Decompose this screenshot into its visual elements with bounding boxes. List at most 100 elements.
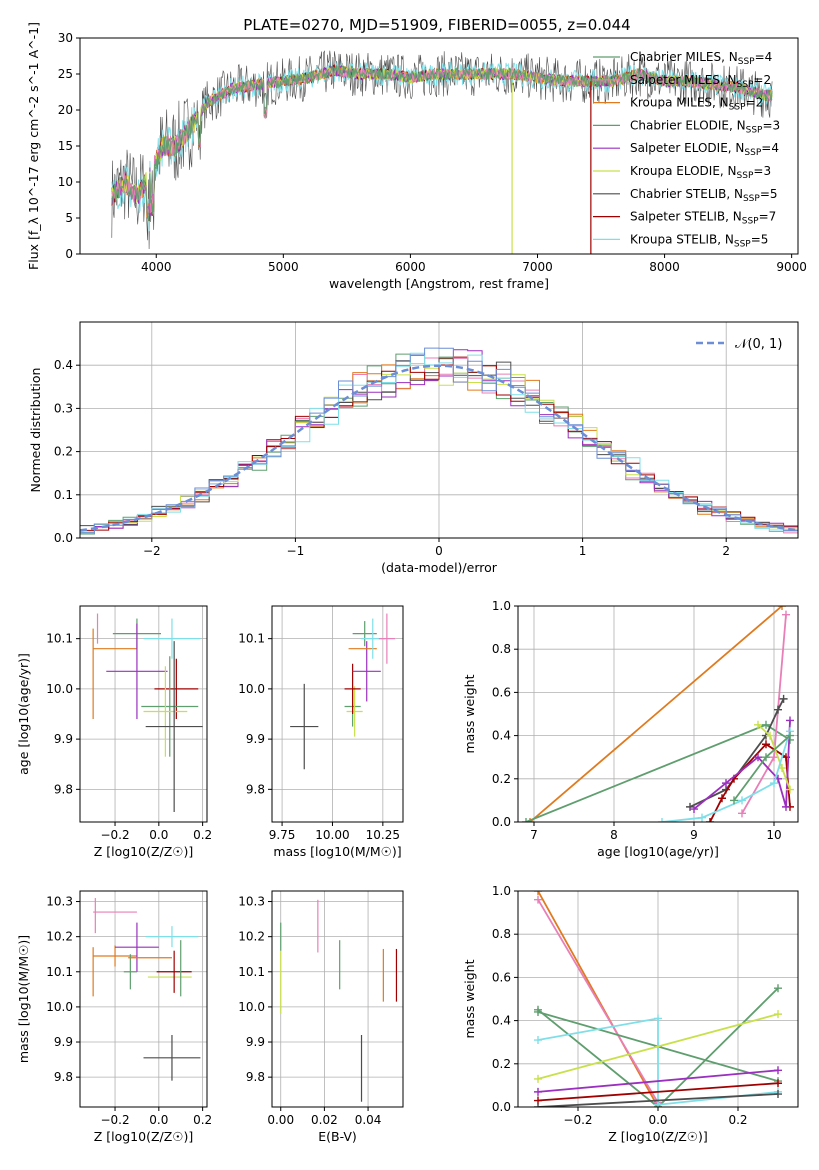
- weight-point: [754, 753, 762, 762]
- x-tick-label: −0.2: [100, 1113, 129, 1127]
- weight-series-line: [529, 606, 783, 822]
- x-tick-label: −0.2: [563, 1113, 592, 1127]
- mass_weight_vs_Z-plot-area: [534, 891, 782, 1107]
- x-tick-label: 6000: [395, 260, 426, 274]
- legend-entry: Salpeter ELODIE, NSSP=4: [630, 141, 779, 158]
- x-tick-label: −2: [143, 544, 161, 558]
- weight-point: [766, 731, 774, 740]
- weight-point: [730, 796, 738, 805]
- weight-point: [698, 813, 706, 822]
- y-tick-label: 9.9: [54, 1035, 73, 1049]
- legend-subscript: SSP: [742, 217, 759, 227]
- weight-point: [786, 785, 794, 794]
- weight-point: [774, 1079, 782, 1088]
- x-tick-label: 0.0: [149, 828, 168, 842]
- weight-point: [534, 895, 542, 904]
- weight-point: [786, 716, 794, 725]
- x-tick-label: 0.2: [728, 1113, 747, 1127]
- axes-frame: [79, 605, 208, 823]
- y-axis-label: mass weight: [462, 674, 477, 753]
- y-axis-label: Flux [f_λ 10^-17 erg cm^-2 s^-1 A^-1]: [26, 22, 41, 270]
- y-tick-label: 0.6: [492, 685, 511, 699]
- legend-subscript: SSP: [734, 239, 751, 249]
- weight-series-line: [661, 731, 791, 822]
- legend-count: =5: [760, 187, 778, 201]
- y-tick-label: 9.8: [54, 782, 73, 796]
- mass_weight_vs_age-plot-area: [522, 606, 794, 822]
- weight-point: [762, 720, 770, 729]
- residuals-legend: 𝒩(0, 1): [696, 337, 782, 352]
- weight-point: [658, 818, 666, 822]
- spectrum-series-line: [111, 65, 773, 218]
- weight-point: [754, 720, 762, 729]
- y-tick-label: 0.6: [492, 970, 511, 984]
- weight-point: [782, 802, 790, 811]
- weight-point: [526, 818, 534, 822]
- weight-series-line: [537, 987, 779, 1107]
- weight-point: [774, 1066, 782, 1075]
- weight-point: [534, 1007, 542, 1016]
- weight-point: [738, 796, 746, 805]
- weight-point: [782, 610, 790, 619]
- legend-count: =5: [751, 232, 769, 246]
- weight-point: [522, 818, 530, 822]
- weight-series-line: [757, 724, 791, 790]
- y-tick-label: 0.0: [492, 815, 511, 829]
- y-tick-label: 0.0: [54, 531, 73, 545]
- x-tick-label: 0.2: [193, 828, 212, 842]
- x-axis-label: Z [log10(Z/Z☉)]: [608, 1129, 708, 1144]
- legend-count: =4: [755, 50, 773, 64]
- x-tick-label: 10.25: [366, 828, 400, 842]
- figure-title: PLATE=0270, MJD=51909, FIBERID=0055, z=0…: [243, 16, 630, 34]
- weight-point: [718, 794, 726, 803]
- y-tick-label: 10.1: [46, 965, 73, 979]
- legend-subscript: SSP: [744, 148, 761, 158]
- x-tick-label: 7: [530, 828, 538, 842]
- weight-point: [534, 891, 542, 895]
- y-axis-label: Normed distribution: [28, 368, 43, 493]
- y-tick-label: 10.0: [46, 682, 73, 696]
- legend-subscript: SSP: [746, 125, 763, 135]
- y-tick-label: 0.2: [54, 445, 73, 459]
- y-tick-label: 25: [58, 67, 73, 81]
- legend-entry: Chabrier MILES, NSSP=4: [630, 50, 772, 67]
- x-tick-label: 0.02: [311, 1113, 338, 1127]
- weight-point: [786, 731, 794, 740]
- y-tick-label: 9.9: [54, 732, 73, 746]
- y-tick-label: 0.4: [492, 729, 511, 743]
- legend-entry: Salpeter STELIB, NSSP=7: [630, 210, 776, 227]
- legend-entry: Chabrier ELODIE, NSSP=3: [630, 118, 780, 135]
- spectrum-plot-area: [111, 50, 773, 254]
- age_vs_Z-plot-area: [92, 613, 203, 812]
- x-tick-label: 1: [579, 544, 587, 558]
- weight-point: [706, 818, 714, 822]
- weight-series-line: [537, 1013, 779, 1080]
- x-axis-label: Z [log10(Z/Z☉)]: [94, 844, 194, 859]
- x-tick-label: −1: [287, 544, 305, 558]
- weight-point: [722, 779, 730, 788]
- y-tick-label: 9.9: [246, 732, 265, 746]
- y-tick-label: 1.0: [492, 884, 511, 898]
- weight-point: [534, 1036, 542, 1045]
- legend-entry: Kroupa ELODIE, NSSP=3: [630, 164, 771, 181]
- x-tick-label: 8000: [649, 260, 680, 274]
- legend-subscript: SSP: [729, 103, 746, 113]
- weight-series-line: [709, 743, 791, 822]
- x-tick-label: −0.2: [100, 828, 129, 842]
- y-tick-label: 0.8: [492, 642, 511, 656]
- x-tick-label: 4000: [141, 260, 172, 274]
- legend-count: =2: [753, 73, 771, 87]
- x-tick-label: 0.00: [267, 1113, 294, 1127]
- y-tick-label: 10.0: [238, 682, 265, 696]
- weight-point: [778, 606, 786, 610]
- x-tick-label: 0.0: [149, 1113, 168, 1127]
- y-tick-label: 9.8: [246, 1070, 265, 1084]
- y-tick-label: 0.2: [492, 772, 511, 786]
- x-tick-label: 10: [766, 828, 781, 842]
- weight-point: [774, 984, 782, 993]
- x-axis-label: mass [log10(M/M☉)]: [273, 844, 401, 859]
- mass_weight_vs_Z-frame: −0.2 0.0 0.2 0.0 0.2 0.4 0.6 0.8 1.0 Z [log10(Z/Z…: [462, 884, 799, 1144]
- y-tick-label: 10: [58, 175, 73, 189]
- y-tick-label: 0.2: [492, 1057, 511, 1071]
